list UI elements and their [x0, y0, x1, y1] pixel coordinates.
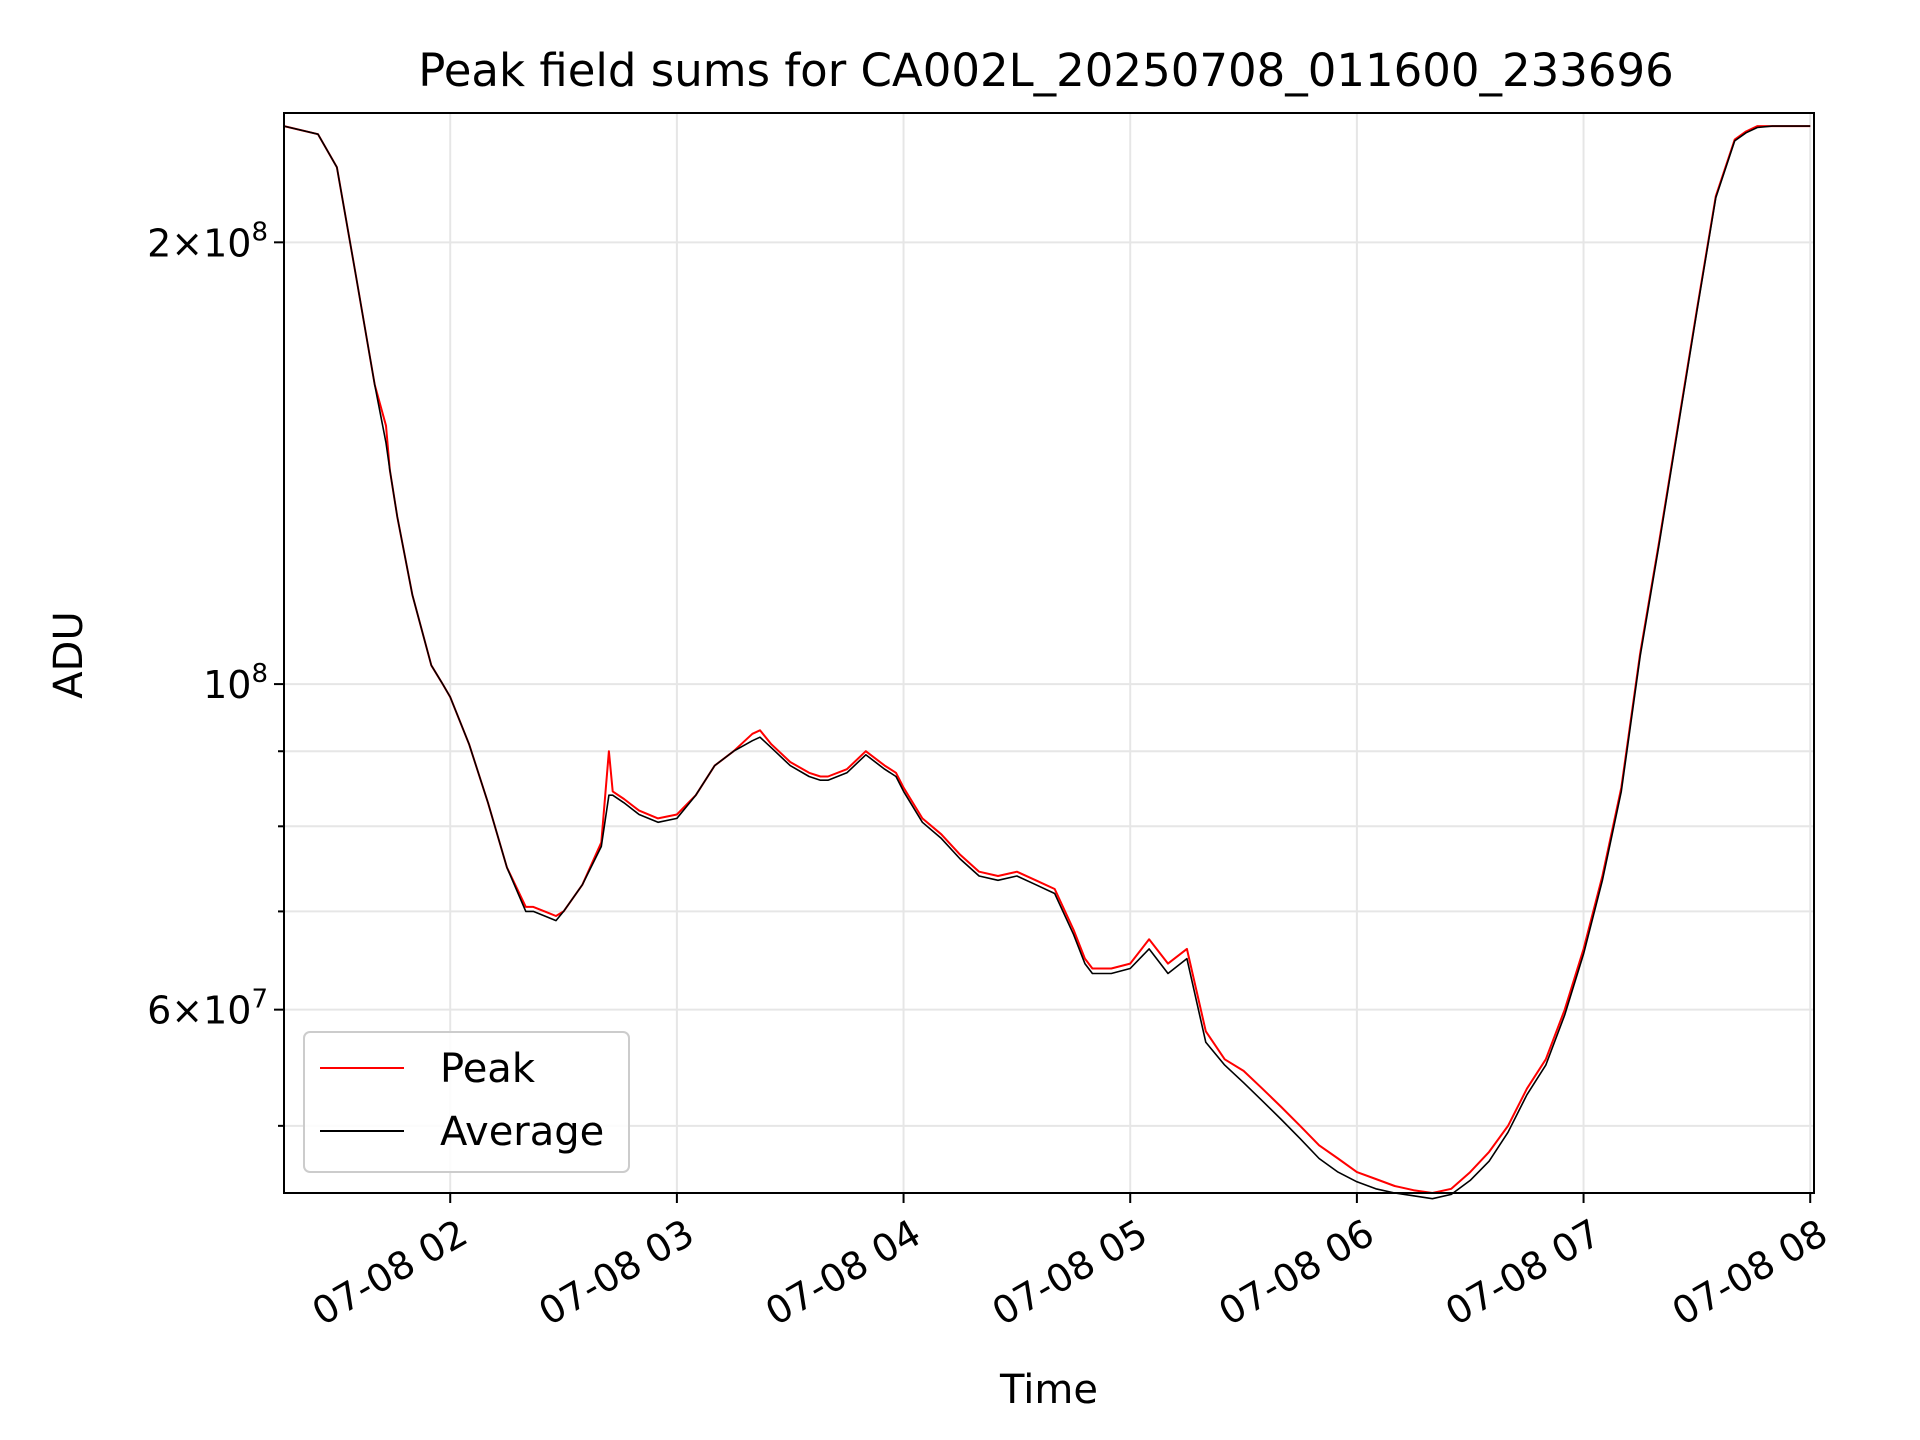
y-tick-label: 108	[203, 659, 268, 707]
series-line-peak	[283, 125, 1811, 1194]
x-tick-label: 07-08 04	[758, 1211, 928, 1335]
y-axis-ticks: 2×108 108 6×107	[147, 217, 284, 1127]
x-tick-label: 07-08 07	[1438, 1211, 1608, 1335]
y-tick-label: 6×107	[147, 985, 268, 1033]
legend: Peak Average	[303, 1031, 630, 1173]
x-tick-label: 07-08 06	[1211, 1211, 1381, 1335]
series-lines	[283, 125, 1811, 1200]
chart-title: Peak field sums for CA002L_20250708_0116…	[418, 44, 1674, 97]
x-axis-ticks: 07-08 02 07-08 03 07-08 04 07-08 05 07-08 06…	[305, 1193, 1835, 1334]
x-tick-label: 07-08 03	[531, 1211, 701, 1335]
legend-label-average: Average	[440, 1109, 604, 1155]
series-line-average	[283, 125, 1811, 1200]
plot-area	[283, 112, 1815, 1194]
x-axis-label: Time	[999, 1367, 1098, 1413]
x-tick-label: 07-08 02	[305, 1211, 475, 1335]
x-tick-label: 07-08 05	[985, 1211, 1155, 1335]
legend-label-peak: Peak	[440, 1046, 536, 1092]
x-tick-label: 07-08 08	[1665, 1211, 1835, 1335]
y-tick-label: 2×108	[147, 217, 268, 265]
y-axis-label: ADU	[46, 611, 92, 698]
